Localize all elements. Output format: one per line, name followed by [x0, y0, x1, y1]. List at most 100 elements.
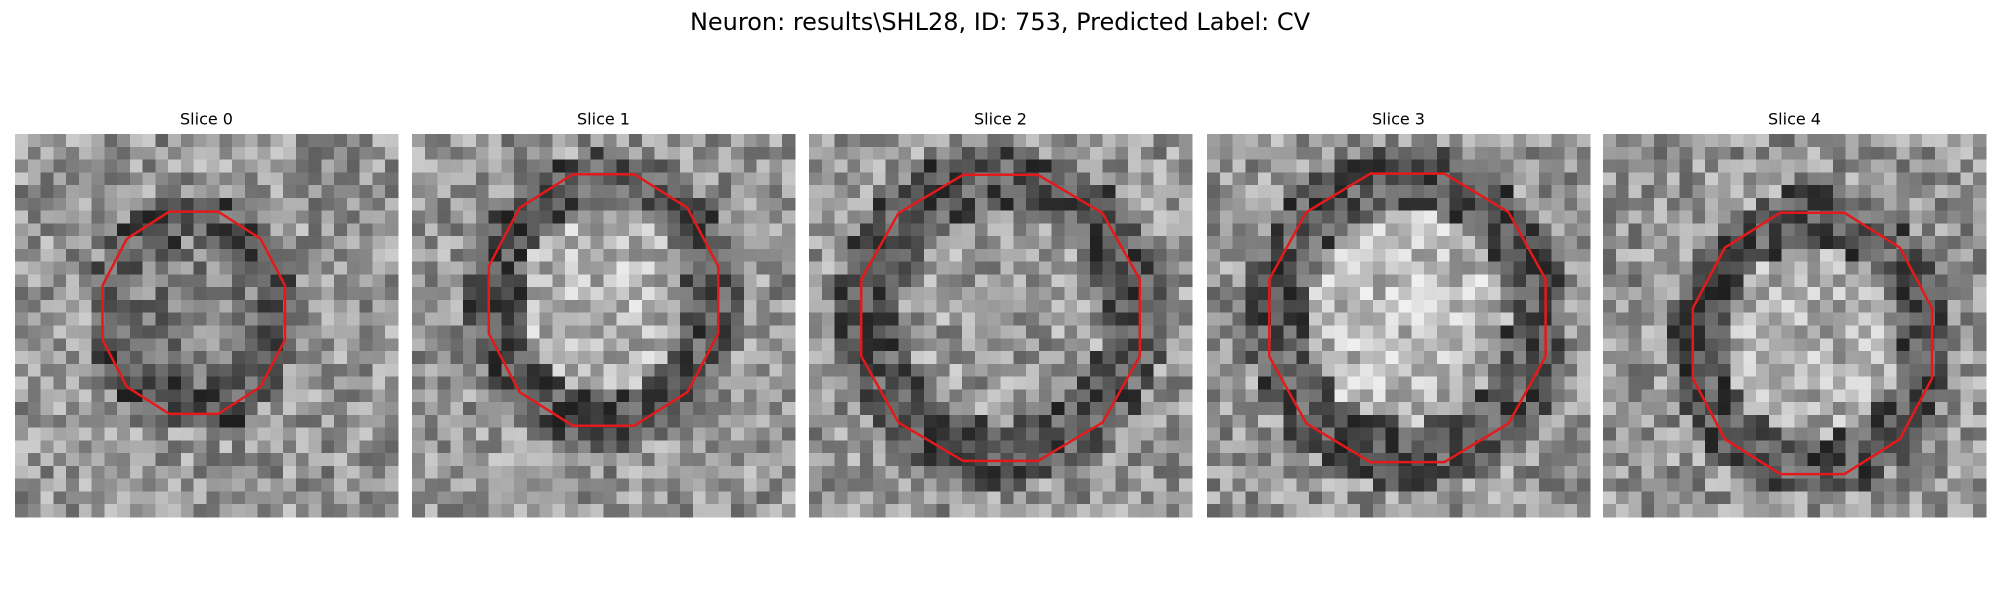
pixel [1922, 427, 1936, 441]
pixel [898, 172, 912, 186]
pixel [847, 223, 861, 237]
pixel [66, 351, 80, 365]
pixel [1934, 261, 1949, 275]
pixel [257, 185, 271, 199]
pixel [1051, 299, 1065, 314]
pixel [834, 338, 848, 352]
pixel [501, 414, 515, 429]
pixel [1385, 134, 1399, 148]
pixel [680, 159, 694, 173]
pixel [821, 248, 836, 263]
pixel [372, 236, 386, 250]
pixel [1973, 376, 1987, 390]
pixel [629, 363, 643, 378]
pixel [1462, 491, 1476, 505]
pixel [372, 299, 386, 314]
pixel [385, 465, 399, 480]
pixel [1871, 427, 1885, 441]
pixel [1166, 478, 1180, 492]
pixel [1922, 261, 1936, 275]
pixel [667, 312, 681, 326]
pixel [962, 504, 976, 518]
pixel [450, 312, 464, 326]
pixel [488, 414, 502, 429]
pixel [1717, 402, 1732, 416]
pixel [641, 261, 656, 275]
pixel [372, 223, 386, 237]
pixel [1077, 376, 1091, 390]
pixel [1411, 453, 1425, 467]
pixel [232, 338, 246, 352]
pixel [1411, 478, 1425, 492]
pixel [1115, 338, 1129, 352]
pixel [923, 491, 938, 505]
pixel [1077, 312, 1091, 326]
pixel [1934, 389, 1949, 403]
pixel [809, 414, 823, 429]
pixel [1436, 210, 1451, 224]
pixel [756, 210, 770, 224]
pixel [334, 299, 348, 314]
pixel [1960, 159, 1974, 173]
pixel [680, 146, 694, 161]
pixel [1820, 223, 1834, 237]
pixel [1140, 453, 1155, 467]
pixel [847, 312, 861, 326]
pixel [1794, 491, 1808, 505]
pixel [15, 287, 29, 301]
pixel [1207, 274, 1221, 288]
pixel [78, 338, 93, 352]
pixel [180, 299, 195, 314]
pixel [206, 185, 220, 199]
pixel [295, 376, 310, 390]
pixel [463, 414, 477, 429]
pixel [629, 312, 643, 326]
pixel [295, 414, 310, 429]
pixel [577, 248, 592, 263]
pixel [1717, 197, 1732, 212]
pixel [359, 210, 373, 224]
pixel [1947, 172, 1961, 186]
pixel [27, 351, 42, 365]
pixel [450, 146, 464, 161]
pixel [834, 389, 848, 403]
pixel [1883, 491, 1898, 505]
pixel [1679, 351, 1693, 365]
pixel [1628, 376, 1642, 390]
pixel [987, 504, 1001, 518]
pixel [1179, 185, 1193, 199]
pixel [1564, 287, 1578, 301]
pixel [142, 172, 156, 186]
pixel [1140, 236, 1155, 250]
pixel [488, 389, 502, 403]
pixel [1922, 236, 1936, 250]
pixel [911, 351, 925, 365]
pixel [1013, 248, 1027, 263]
pixel [283, 504, 297, 518]
pixel [1385, 478, 1399, 492]
pixel [885, 465, 899, 480]
pixel [1219, 376, 1234, 390]
pixel [962, 478, 976, 492]
pixel [308, 134, 322, 148]
pixel [412, 274, 426, 288]
pixel [769, 478, 783, 492]
pixel [1153, 325, 1167, 339]
pixel [782, 210, 796, 224]
pixel [1411, 338, 1425, 352]
pixel [1666, 299, 1681, 314]
pixel [1705, 172, 1719, 186]
pixel [1743, 172, 1757, 186]
pixel [1730, 197, 1744, 212]
pixel [1756, 197, 1770, 212]
pixel [1128, 465, 1142, 480]
pixel [501, 159, 515, 173]
pixel [129, 427, 144, 441]
pixel [1692, 325, 1706, 339]
pixel [629, 210, 643, 224]
pixel [1934, 248, 1949, 263]
pixel [117, 210, 131, 224]
pixel [1832, 299, 1847, 314]
pixel [1756, 402, 1770, 416]
pixel [193, 338, 207, 352]
